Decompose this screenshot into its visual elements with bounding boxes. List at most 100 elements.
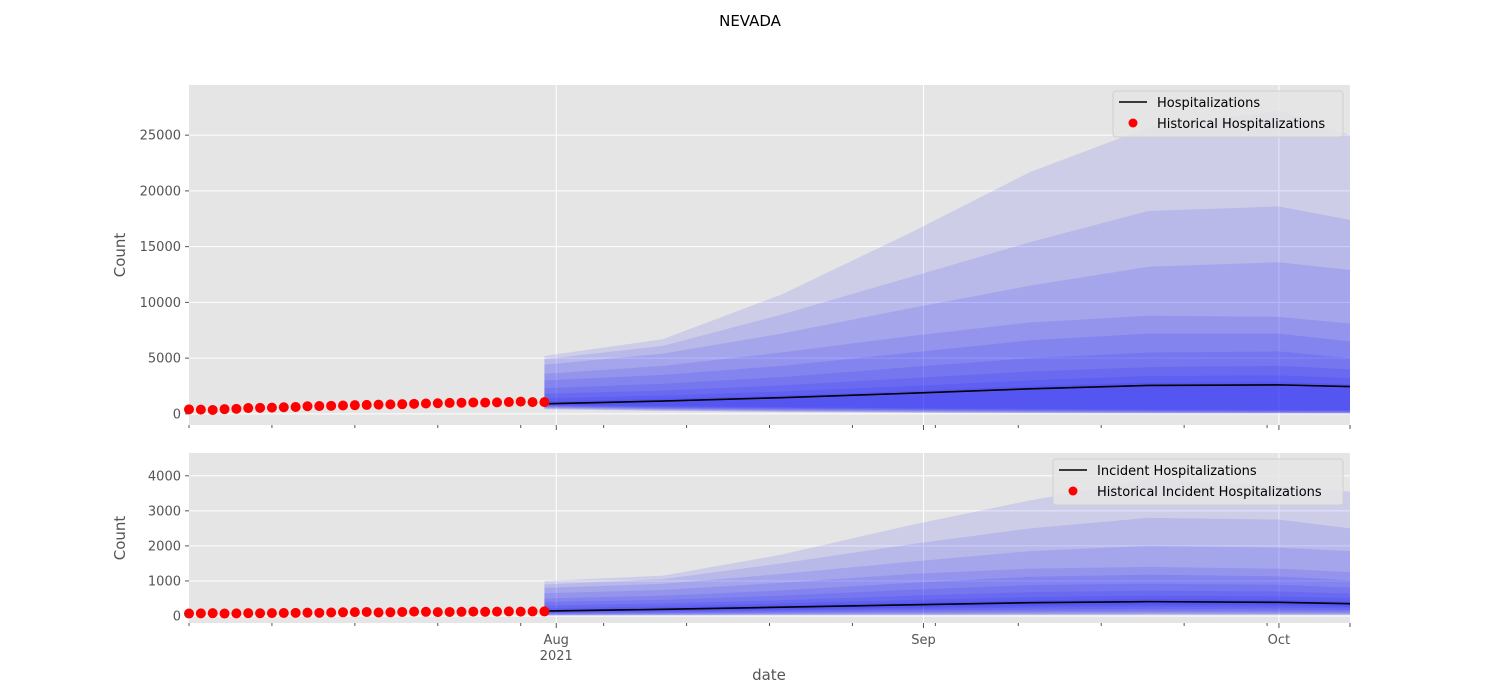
historical-point bbox=[243, 403, 254, 414]
historical-point bbox=[492, 606, 503, 617]
historical-point bbox=[326, 400, 337, 411]
x-tick-sublabel: 2021 bbox=[540, 649, 573, 664]
historical-point bbox=[409, 606, 420, 617]
uncertainty-bands bbox=[544, 110, 1350, 414]
historical-point bbox=[515, 396, 526, 407]
uncertainty-band bbox=[544, 206, 1350, 414]
legend-frame bbox=[1052, 458, 1344, 506]
y-tick-label: 0 bbox=[173, 407, 181, 422]
uncertainty-band bbox=[544, 365, 1350, 412]
median-forecast-line bbox=[544, 600, 1350, 612]
uncertainty-band bbox=[544, 574, 1350, 615]
uncertainty-band bbox=[544, 110, 1350, 414]
uncertainty-band bbox=[544, 566, 1350, 615]
historical-point bbox=[195, 608, 206, 619]
historical-point bbox=[219, 404, 230, 415]
uncertainty-band bbox=[544, 479, 1350, 616]
historical-point bbox=[385, 607, 396, 618]
legend-entry-label: Historical Hospitalizations bbox=[1157, 117, 1325, 132]
historical-point bbox=[255, 608, 266, 619]
y-tick-label: 25000 bbox=[140, 129, 181, 144]
historical-point bbox=[468, 397, 479, 408]
y-tick-label: 10000 bbox=[140, 296, 181, 311]
plot-area bbox=[189, 85, 1350, 425]
y-axis-label: Count bbox=[111, 233, 129, 278]
uncertainty-band bbox=[544, 382, 1350, 410]
historical-point bbox=[397, 606, 408, 617]
legend-dot-swatch bbox=[1128, 118, 1138, 128]
legend-entry-label: Incident Hospitalizations bbox=[1097, 464, 1257, 479]
historical-point bbox=[480, 397, 491, 408]
historical-point bbox=[349, 607, 360, 618]
historical-point bbox=[338, 607, 349, 618]
historical-point bbox=[349, 400, 360, 411]
legend-entry-label: Hospitalizations bbox=[1157, 96, 1260, 111]
historical-point bbox=[266, 608, 277, 619]
historical-point bbox=[539, 606, 550, 617]
x-axis-label: date bbox=[752, 666, 786, 684]
historical-point bbox=[456, 606, 467, 617]
uncertainty-band bbox=[544, 583, 1350, 614]
uncertainty-band bbox=[544, 375, 1350, 411]
historical-point bbox=[503, 606, 514, 617]
historical-point bbox=[492, 397, 503, 408]
incident-hospitalizations-panel: 0 1000 2000 3000 4000 Count Incident Hospitali… bbox=[111, 453, 1351, 664]
x-tick-label: Sep bbox=[911, 633, 936, 648]
uncertainty-band bbox=[544, 545, 1350, 616]
historical-point bbox=[456, 397, 467, 408]
uncertainty-band bbox=[544, 333, 1350, 413]
historical-point bbox=[361, 606, 372, 617]
historical-point bbox=[290, 401, 301, 412]
historical-point bbox=[373, 607, 384, 618]
historical-point bbox=[432, 607, 443, 618]
historical-point bbox=[231, 608, 242, 619]
historical-point bbox=[515, 606, 526, 617]
y-tick-label: 15000 bbox=[140, 240, 181, 255]
historical-point bbox=[385, 399, 396, 410]
historical-point bbox=[420, 398, 431, 409]
legend: Hospitalizations Historical Hospitalizati… bbox=[1112, 90, 1344, 138]
legend-entry-label: Historical Incident Hospitalizations bbox=[1097, 485, 1322, 500]
historical-point bbox=[184, 608, 194, 619]
historical-point bbox=[373, 399, 384, 410]
historical-point bbox=[539, 397, 550, 408]
legend: Incident Hospitalizations Historical Inci… bbox=[1052, 458, 1344, 506]
historical-point bbox=[326, 607, 337, 618]
y-tick-label: 2000 bbox=[148, 539, 181, 554]
figure-title: NEVADA bbox=[719, 12, 782, 30]
historical-point bbox=[243, 608, 254, 619]
historical-point bbox=[290, 607, 301, 618]
uncertainty-band bbox=[544, 315, 1350, 413]
hospitalizations-panel: 0 5000 10000 15000 20000 25000 Count Hospitaliz… bbox=[111, 85, 1351, 430]
x-tick-label: Aug bbox=[544, 633, 569, 648]
historical-point bbox=[432, 398, 443, 409]
uncertainty-band bbox=[544, 262, 1350, 414]
historical-point bbox=[338, 400, 349, 411]
historical-point bbox=[314, 607, 325, 618]
uncertainty-band bbox=[544, 351, 1350, 413]
historical-point bbox=[527, 397, 538, 408]
legend-dot-swatch bbox=[1068, 486, 1078, 496]
historical-point bbox=[231, 403, 242, 414]
y-tick-label: 5000 bbox=[148, 352, 181, 367]
y-tick-label: 4000 bbox=[148, 469, 181, 484]
historical-point bbox=[302, 607, 313, 618]
y-axis-label: Count bbox=[111, 516, 129, 561]
historical-point bbox=[266, 402, 277, 413]
historical-point bbox=[195, 404, 206, 415]
x-tick-label: Oct bbox=[1268, 633, 1290, 648]
y-tick-label: 20000 bbox=[140, 184, 181, 199]
historical-point bbox=[397, 399, 408, 410]
historical-point bbox=[503, 397, 514, 408]
historical-point bbox=[184, 404, 194, 415]
historical-point bbox=[420, 606, 431, 617]
historical-point bbox=[278, 608, 289, 619]
historical-point bbox=[444, 397, 455, 408]
historical-point bbox=[409, 398, 420, 409]
historical-point bbox=[219, 608, 230, 619]
historical-point bbox=[444, 606, 455, 617]
y-tick-label: 1000 bbox=[148, 574, 181, 589]
historical-point bbox=[207, 608, 218, 619]
y-tick-label: 0 bbox=[173, 609, 181, 624]
